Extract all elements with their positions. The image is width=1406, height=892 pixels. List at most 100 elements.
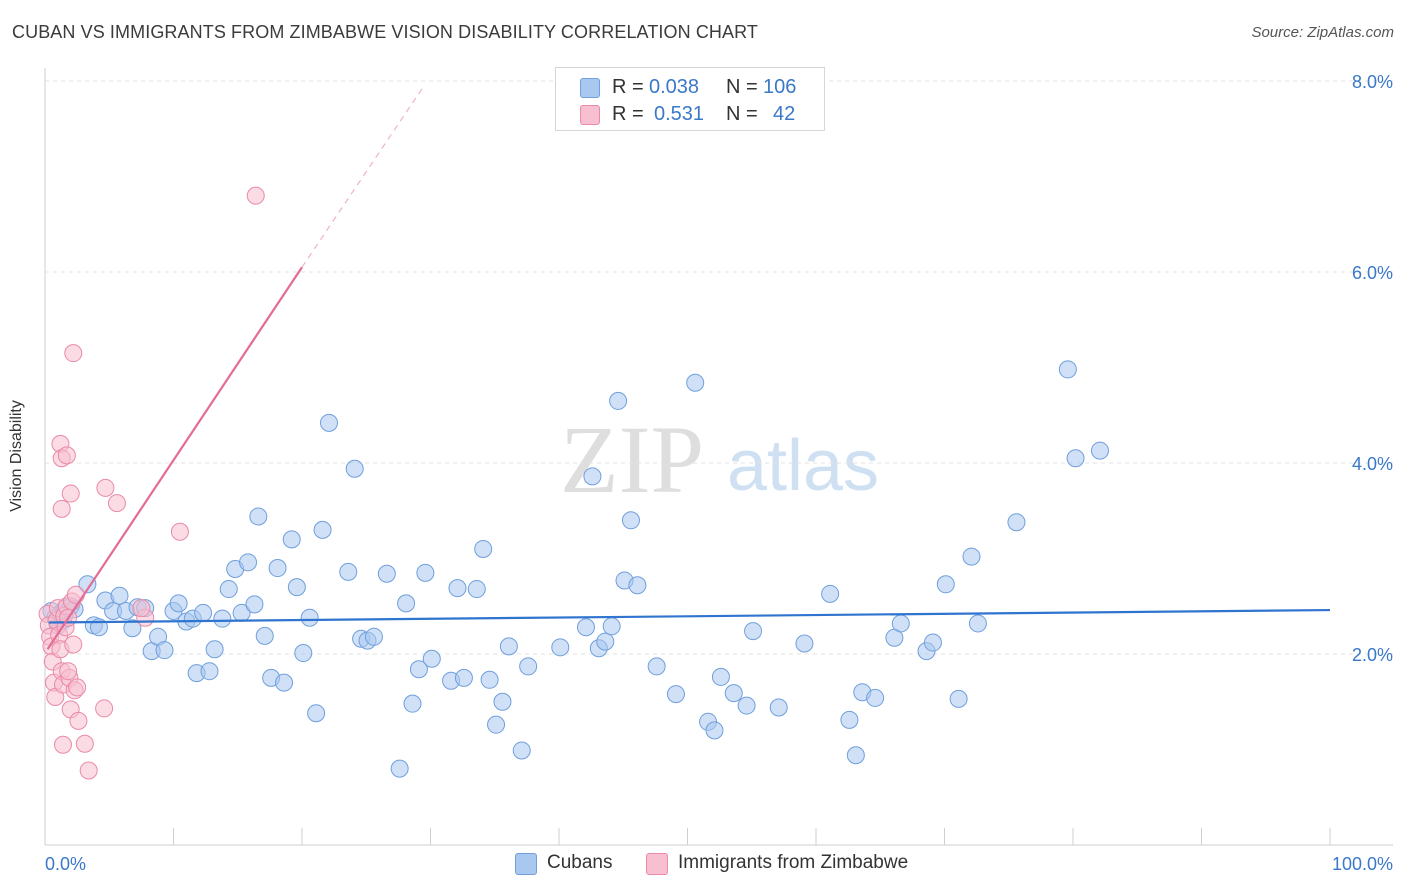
cubans-point: [949, 689, 968, 708]
cubans-point: [219, 580, 238, 599]
grid: [45, 80, 1393, 655]
cubans-point: [621, 511, 640, 530]
cubans-point: [705, 721, 724, 740]
y-tick-label: 2.0%: [1352, 645, 1393, 665]
cubans-point: [583, 467, 602, 486]
bottom-legend-swatch-zimbabwe: [646, 853, 668, 875]
cubans-point: [205, 640, 224, 659]
cubans-point: [245, 595, 264, 614]
cubans-point: [1007, 513, 1026, 532]
cubans-point: [200, 662, 219, 681]
y-tick-label: 6.0%: [1352, 263, 1393, 283]
cubans-point: [377, 564, 396, 583]
cubans-point: [155, 641, 174, 660]
x-tick-label-max: 100.0%: [1332, 854, 1393, 874]
cubans-point: [711, 667, 730, 686]
cubans-point: [1090, 441, 1109, 460]
cubans-point: [866, 688, 885, 707]
zimbabwe-point: [170, 522, 189, 541]
legend-n-label: N =: [726, 76, 758, 98]
zimbabwe-point: [95, 699, 114, 718]
cubans-point: [1058, 360, 1077, 379]
cubans-point: [499, 637, 518, 656]
cubans-point: [840, 710, 859, 729]
cubans-point: [409, 660, 428, 679]
cubans-point: [294, 644, 313, 663]
cubans-point: [239, 553, 258, 572]
zimbabwe-point: [64, 344, 83, 363]
cubans-point: [519, 657, 538, 676]
zimbabwe-point: [61, 484, 80, 503]
axes: [44, 68, 1393, 846]
trend-lines: [46, 85, 1331, 650]
cubans-point: [339, 562, 358, 581]
zimbabwe-point: [57, 446, 76, 465]
cubans-point: [123, 619, 142, 638]
x-tick-label-min: 0.0%: [45, 854, 86, 874]
cubans-point: [891, 614, 910, 633]
cubans-point: [480, 670, 499, 689]
cubans-point: [448, 579, 467, 598]
bottom-legend-label-cubans: Cubans: [547, 852, 613, 873]
cubans-point: [596, 632, 615, 651]
cubans-point: [936, 575, 955, 594]
cubans-point: [962, 547, 981, 566]
y-axis-label: Vision Disability: [8, 400, 25, 512]
cubans-point: [1066, 449, 1085, 468]
source-label: Source: ZipAtlas.com: [1251, 24, 1394, 41]
legend-r-value: 0.038: [649, 76, 700, 98]
legend-r-label: R =: [612, 76, 644, 98]
legend-n-value: 42: [773, 103, 796, 125]
zimbabwe-point: [107, 494, 126, 513]
zimbabwe-point: [52, 499, 71, 518]
cubans-point: [390, 759, 409, 778]
cubans-point: [268, 559, 287, 578]
legend-n-label: N =: [726, 103, 758, 125]
cubans-points: [42, 360, 1109, 778]
cubans-point: [769, 698, 788, 717]
cubans-point: [493, 692, 512, 711]
cubans-point: [319, 413, 338, 432]
zimbabwe-point: [79, 761, 98, 780]
cubans-point: [968, 614, 987, 633]
y-tick-labels: 2.0% 4.0% 6.0% 8.0%: [1352, 72, 1393, 665]
cubans-point: [364, 627, 383, 646]
legend-n-value: 106: [763, 76, 797, 98]
cubans-point: [737, 696, 756, 715]
cubans-point: [576, 618, 595, 637]
zimbabwe-point: [68, 678, 87, 697]
zimbabwe-point: [59, 662, 78, 681]
legend-swatch-zimbabwe: [580, 105, 600, 125]
cubans-trend-line: [48, 608, 1331, 624]
cubans-point: [255, 626, 274, 645]
zimbabwe-point: [246, 186, 265, 205]
cubans-point: [454, 668, 473, 687]
cubans-point: [313, 520, 332, 539]
cubans-point: [602, 617, 621, 636]
cubans-point: [275, 673, 294, 692]
cubans-point: [628, 576, 647, 595]
cubans-point: [249, 507, 268, 526]
cubans-point: [686, 373, 705, 392]
zimbabwe-point: [53, 735, 72, 754]
cubans-point: [551, 638, 570, 657]
cubans-point: [169, 594, 188, 613]
cubans-point: [287, 578, 306, 597]
stats-legend: R = 0.038 N = 106 R = 0.531 N = 42: [555, 67, 825, 131]
zimbabwe-point: [75, 734, 94, 753]
cubans-point: [300, 608, 319, 627]
cubans-point: [213, 609, 232, 628]
cubans-point: [923, 633, 942, 652]
watermark-zip: ZIP: [560, 406, 704, 513]
zimbabwe-point: [64, 635, 83, 654]
zimbabwe-point: [66, 585, 85, 604]
y-tick-label: 8.0%: [1352, 72, 1393, 92]
cubans-point: [487, 715, 506, 734]
cubans-point: [666, 685, 685, 704]
cubans-point: [403, 694, 422, 713]
bottom-legend-label-zimbabwe: Immigrants from Zimbabwe: [678, 852, 909, 873]
bottom-legend-swatch-cubans: [515, 853, 537, 875]
cubans-point: [397, 594, 416, 613]
legend-swatch-cubans: [580, 78, 600, 98]
